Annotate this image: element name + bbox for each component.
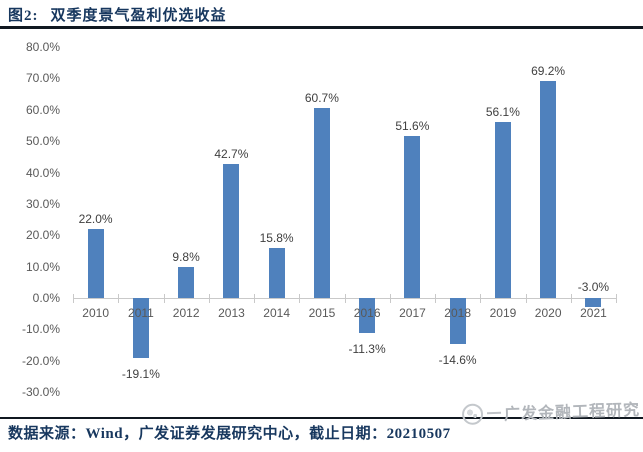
bar-value-label: -3.0%	[577, 279, 610, 294]
bar	[540, 80, 557, 298]
bar	[132, 297, 149, 358]
y-axis-label: 20.0%	[25, 228, 60, 243]
bar-value-label: 42.7%	[214, 147, 249, 161]
bar-value-label: 51.6%	[395, 119, 430, 134]
bar	[223, 164, 240, 298]
x-axis-label: 2020	[534, 305, 562, 320]
data-source-note: 数据来源：Wind，广发证券发展研究中心，截止日期：20210507	[8, 426, 451, 442]
x-axis-label: 2019	[489, 305, 517, 320]
x-axis-tick	[616, 293, 617, 303]
x-axis-label: 2016	[353, 305, 381, 320]
y-axis-label: 80.0%	[25, 40, 60, 54]
x-axis-label: 2013	[218, 305, 245, 320]
bar	[87, 228, 104, 298]
bar-value-label: -14.6%	[438, 352, 477, 367]
bar	[359, 297, 376, 334]
header-divider	[0, 26, 643, 29]
bar	[585, 297, 602, 308]
x-axis-label: 2010	[82, 305, 109, 320]
figure-header: 图2: 双季度景气盈利优选收益	[8, 4, 227, 25]
footer-divider	[0, 417, 643, 419]
bar-value-label: -19.1%	[121, 366, 160, 381]
watermark-dash	[486, 411, 502, 415]
y-axis-label: -20.0%	[21, 353, 60, 368]
y-axis-label: -30.0%	[21, 385, 60, 399]
y-axis-label: 70.0%	[25, 71, 60, 86]
y-axis-label: -10.0%	[21, 322, 60, 337]
figure-number: 图2:	[8, 8, 39, 24]
x-axis-label: 2015	[308, 305, 336, 320]
bar-value-label: -11.3%	[348, 342, 386, 357]
y-axis-label: 60.0%	[25, 102, 60, 117]
bar	[178, 267, 195, 298]
bar-value-label: 60.7%	[304, 90, 339, 105]
gf-logo-icon	[461, 402, 484, 425]
bar	[449, 297, 466, 344]
brand-watermark-text: 广发金融工程研究	[503, 401, 641, 424]
x-axis-label: 2017	[399, 305, 426, 320]
x-axis-label: 2011	[128, 305, 154, 320]
y-axis-label: 40.0%	[25, 165, 60, 180]
bar-value-label: 69.2%	[531, 63, 566, 78]
bar	[404, 136, 421, 298]
x-axis-line	[73, 297, 616, 299]
bar-value-label: 56.1%	[485, 105, 520, 119]
y-axis-label: 0.0%	[32, 290, 60, 305]
bar-value-label: 22.0%	[78, 211, 113, 226]
figure-title: 双季度景气盈利优选收益	[50, 8, 227, 24]
x-axis-label: 2012	[172, 305, 200, 320]
x-axis-label: 2018	[444, 305, 471, 320]
bar	[494, 122, 511, 298]
bar-value-label: 15.8%	[259, 231, 294, 246]
x-axis-label: 2014	[263, 305, 290, 320]
bar	[268, 248, 285, 298]
x-axis-label: 2021	[580, 305, 607, 320]
bar-value-label: 9.8%	[172, 250, 200, 265]
y-axis-label: 30.0%	[25, 196, 60, 211]
y-axis-label: 10.0%	[25, 259, 60, 274]
y-axis-label: 50.0%	[25, 134, 60, 149]
bar	[313, 107, 330, 298]
